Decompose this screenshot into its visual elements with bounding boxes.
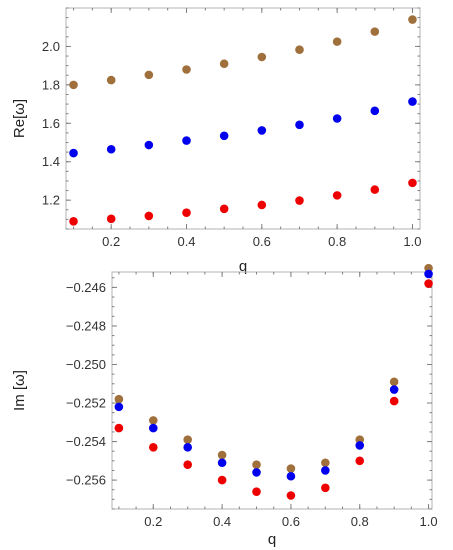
re-x-tick-label: 0.2 [102, 234, 120, 249]
im-series-3-point [355, 456, 365, 466]
im-y-tick-label: −0.252 [66, 396, 106, 411]
im-series-1-point [114, 394, 124, 404]
im-series-3-point [148, 443, 158, 452]
im-series-1-point [389, 377, 399, 387]
re-x-tick-label: 0.6 [253, 234, 271, 249]
re-series-3-point [408, 178, 417, 188]
re-series-1-point [144, 70, 154, 80]
re-series-3-point [69, 217, 78, 226]
re-series-2-point [370, 106, 380, 116]
im-series-2-point [424, 269, 433, 279]
re-series-1-point [370, 27, 380, 36]
re-series-2-point [106, 144, 116, 154]
im-series-3-point [286, 491, 296, 500]
im-series-2-point [148, 423, 158, 433]
im-series-2-point [321, 466, 330, 475]
im-y-axis-label: Im [ω] [11, 370, 28, 411]
re-series-1-point [408, 15, 417, 24]
im-x-tick-label: 0.6 [282, 514, 300, 529]
re-series-2-point [219, 131, 229, 141]
re-series-3-point [182, 208, 191, 217]
im-series-3-point [424, 279, 433, 288]
im-series-1-point [321, 458, 330, 468]
im-x-tick-label: 0.8 [351, 514, 369, 529]
im-series-3-point [183, 460, 192, 469]
im-series-2-point [355, 441, 365, 450]
re-series-2-point [144, 140, 154, 150]
re-series-1-point [69, 80, 78, 90]
re-series-3-point [257, 200, 267, 210]
im-series-2-point [217, 458, 227, 468]
re-plot-frame [65, 7, 421, 230]
re-series-1-point [257, 52, 267, 62]
re-series-1-point [295, 45, 304, 55]
re-series-1-point [219, 59, 229, 69]
im-series-2-point [389, 385, 399, 394]
im-x-tick-label: 0.4 [213, 514, 231, 529]
re-x-tick-label: 1.0 [403, 234, 421, 249]
im-series-2-point [183, 443, 192, 452]
im-series-1-point [148, 416, 158, 425]
re-series-2-point [295, 120, 304, 130]
re-series-2-point [257, 126, 267, 135]
re-series-2-point [408, 97, 417, 106]
im-series-1-point [217, 450, 227, 460]
im-series-1-point [252, 460, 261, 469]
im-y-tick-label: −0.248 [66, 318, 106, 333]
im-series-2-point [286, 471, 296, 481]
im-x-tick-label: 0.2 [144, 514, 162, 529]
re-series-1-point [332, 37, 342, 46]
re-series-2-point [332, 114, 342, 123]
im-plot-frame [111, 271, 433, 510]
im-series-3-point [114, 423, 124, 433]
re-y-tick-label: 1.2 [42, 193, 60, 208]
re-series-3-point [144, 211, 154, 221]
re-x-axis-label: q [239, 258, 247, 275]
im-series-2-point [114, 402, 124, 412]
im-series-3-point [389, 396, 399, 406]
im-series-3-point [217, 475, 227, 485]
im-y-tick-label: −0.250 [66, 357, 106, 372]
im-x-tick-label: 1.0 [420, 514, 438, 529]
re-series-3-point [332, 191, 342, 200]
re-y-tick-label: 1.4 [42, 154, 60, 169]
re-series-3-point [219, 204, 229, 214]
im-series-2-point [252, 468, 261, 477]
re-series-3-point [370, 185, 380, 194]
re-series-2-point [182, 136, 191, 145]
re-series-3-point [295, 196, 304, 205]
re-y-tick-label: 2.0 [42, 39, 60, 54]
im-y-tick-label: −0.254 [66, 434, 106, 449]
re-series-1-point [106, 75, 116, 85]
im-series-1-point [286, 464, 296, 473]
im-series-3-point [252, 487, 261, 496]
re-series-1-point [182, 65, 191, 74]
re-x-tick-label: 0.8 [328, 234, 346, 249]
re-y-axis-label: Re[ω] [11, 99, 28, 138]
im-y-tick-label: −0.246 [66, 280, 106, 295]
im-omega-plot: 0.2 0.4 0.6 0.8 1.0 −0.256 −0.254 −0.252 −0.250 −… [11, 263, 438, 548]
re-y-tick-label: 1.6 [42, 116, 60, 131]
im-series-1-point [183, 435, 192, 444]
re-y-tick-label: 1.8 [42, 77, 60, 92]
re-series-2-point [69, 148, 78, 158]
re-series-3-point [106, 214, 116, 224]
re-omega-plot: 0.2 0.4 0.6 0.8 1.0 1.2 1.4 1.6 1.8 2.0 q Re[ω] [11, 7, 422, 275]
im-y-tick-label: −0.256 [66, 473, 106, 488]
re-x-tick-label: 0.4 [177, 234, 195, 249]
im-x-axis-label: q [268, 531, 276, 548]
im-series-3-point [321, 483, 330, 493]
